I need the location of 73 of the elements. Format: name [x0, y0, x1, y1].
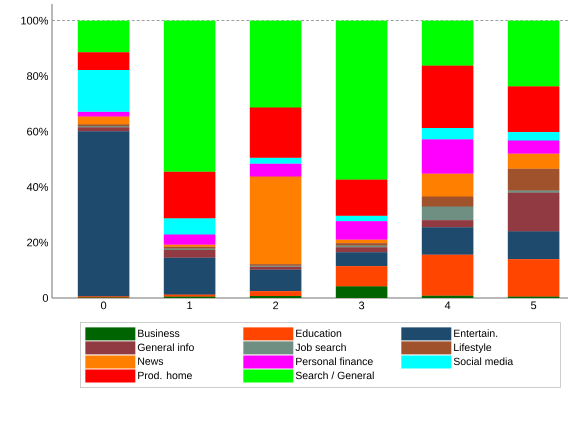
bar	[78, 52, 130, 70]
bar	[422, 128, 474, 140]
bar	[422, 66, 474, 128]
bar	[164, 172, 216, 218]
bar	[422, 20, 474, 66]
legend-label: Education	[296, 329, 342, 337]
bar	[422, 174, 474, 196]
legend-label: Job search	[295, 343, 346, 352]
bar	[250, 107, 302, 158]
bar	[422, 196, 474, 206]
bar	[336, 266, 388, 286]
bar	[336, 216, 388, 222]
legend-label: Search / General	[296, 371, 374, 380]
bar	[508, 192, 560, 232]
bar	[336, 20, 388, 180]
bar	[508, 20, 560, 86]
bar	[508, 231, 560, 260]
bar	[508, 132, 560, 140]
bar	[78, 112, 130, 117]
x-tick-label: 4	[444, 302, 450, 310]
x-tick-label: 2	[273, 302, 278, 310]
bar	[336, 180, 388, 216]
bar	[422, 139, 474, 174]
bar	[78, 127, 130, 132]
bar	[336, 221, 388, 240]
bar	[336, 252, 388, 266]
bar	[508, 140, 560, 154]
bar	[78, 70, 130, 112]
legend-label: Prod. home	[138, 371, 192, 380]
bar	[164, 258, 216, 295]
y-tick-label: 80%	[27, 72, 48, 80]
bar	[336, 286, 388, 298]
bar	[164, 234, 216, 245]
legend-label: Social media	[454, 357, 514, 366]
y-tick-label: 40%	[26, 183, 48, 191]
y-tick-label: 20%	[27, 238, 48, 246]
bar	[422, 206, 474, 220]
legend-label: Lifestyle	[454, 343, 492, 354]
bar	[508, 154, 560, 169]
bar	[250, 176, 302, 264]
x-tick-label: 0	[100, 302, 106, 310]
bar	[422, 254, 474, 296]
legend-label: News	[138, 358, 164, 365]
bar	[250, 20, 302, 108]
bar	[164, 20, 216, 172]
bar	[508, 259, 560, 297]
bar	[250, 291, 302, 296]
bar	[336, 247, 388, 252]
x-tick-label: 3	[358, 302, 364, 310]
bar	[164, 218, 216, 234]
bar	[78, 131, 130, 296]
y-tick-label: 100%	[21, 16, 48, 25]
bar	[508, 168, 560, 191]
bar	[422, 220, 474, 228]
bar	[164, 250, 216, 258]
bar	[250, 266, 302, 270]
y-tick-label: 60%	[27, 128, 48, 136]
bar	[336, 240, 388, 244]
x-tick-label: 5	[530, 302, 536, 310]
bar	[250, 164, 302, 177]
legend-label: General info	[138, 343, 194, 352]
legend-label: Personal finance	[296, 357, 373, 366]
bar	[250, 158, 302, 164]
legend-label: Entertain.	[454, 329, 498, 337]
bar	[250, 270, 302, 292]
legend-label: Business	[138, 329, 180, 337]
y-tick-label: 0	[42, 294, 48, 302]
bar	[422, 227, 474, 255]
bar	[78, 20, 130, 52]
bar	[336, 243, 388, 246]
x-tick-label: 1	[187, 302, 192, 310]
bar	[508, 86, 560, 132]
bar	[78, 116, 130, 124]
